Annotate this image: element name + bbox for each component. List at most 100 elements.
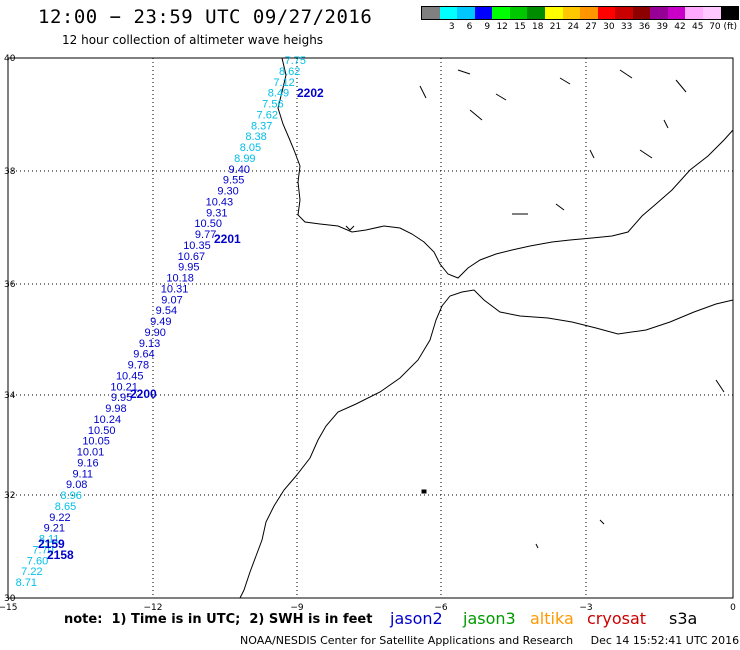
scale-label: 12 [496, 22, 508, 32]
scale-label: 45 [692, 22, 704, 32]
longitude-label: −3 [579, 603, 592, 613]
wave-height-value: 8.11 [39, 534, 60, 546]
latitude-label: 38 [4, 167, 16, 177]
wave-height-value: 9.78 [128, 360, 149, 372]
wave-height-value: 7.62 [257, 109, 278, 121]
wave-height-value: 9.98 [105, 403, 126, 415]
wave-height-color-scale [421, 6, 739, 20]
wave-height-value: 9.64 [133, 349, 154, 361]
satellite-legend-item: jason2 [390, 609, 443, 628]
wave-height-value: 7.12 [273, 77, 294, 89]
wave-height-value: 10.01 [77, 447, 105, 459]
wave-height-value: 9.31 [206, 207, 227, 219]
scale-swatch [474, 7, 493, 19]
wave-height-value: 7.60 [27, 555, 48, 567]
wave-height-value: 7.56 [262, 99, 283, 111]
scale-label: 9 [484, 22, 491, 32]
scale-swatch [703, 7, 721, 19]
wave-height-value: 9.90 [144, 327, 165, 339]
scale-swatch [580, 7, 598, 19]
wave-height-value: 9.95 [178, 262, 199, 274]
wave-height-value: 10.24 [94, 414, 122, 426]
wave-height-value: 10.45 [116, 370, 144, 382]
satellite-legend-item: altika [530, 609, 574, 628]
longitude-label: −15 [0, 603, 18, 613]
wave-height-value: 8.65 [55, 501, 76, 513]
wave-height-value: 9.95 [111, 392, 132, 404]
footer-note: note: 1) Time is in UTC; 2) SWH is in fe… [64, 612, 373, 627]
longitude-label: 0 [730, 603, 736, 613]
scale-swatch [509, 7, 528, 19]
scale-label: 21 [549, 22, 562, 32]
wave-height-value: 10.50 [194, 218, 222, 230]
color-scale-labels: 3 6 9 12 15 18 21 24 27 30 33 36 39 42 45 70 (ft) [421, 22, 739, 32]
wave-height-value: 10.05 [82, 436, 110, 448]
scale-swatch [422, 7, 440, 19]
longitude-label: −6 [434, 603, 448, 613]
scale-label: 27 [585, 22, 597, 32]
wave-height-value: 9.77 [195, 229, 216, 241]
satellite-legend-item: cryosat [587, 609, 647, 628]
time-label: 2159 [38, 537, 65, 551]
satellite-legend-item: jason3 [463, 609, 516, 628]
wave-height-value: 8.38 [245, 131, 266, 143]
wave-height-value: 9.22 [49, 512, 70, 524]
scale-label: 24 [567, 22, 580, 32]
scale-swatch [632, 7, 651, 19]
wave-height-value: 10.21 [110, 381, 138, 393]
scale-label: 70 (ft) [709, 22, 738, 32]
map-subtitle: 12 hour collection of altimeter wave hei… [62, 33, 324, 47]
time-label: 2202 [297, 86, 324, 100]
wave-height-value: 9.07 [161, 294, 182, 306]
wave-height-value: 9.08 [66, 479, 87, 491]
scale-swatch [527, 7, 545, 19]
wave-height-value: 9.30 [217, 186, 238, 198]
latitude-label: 34 [4, 391, 16, 401]
scale-swatch [650, 7, 668, 19]
scale-swatch [720, 7, 739, 19]
wave-height-value: 8.05 [240, 142, 261, 154]
wave-height-value: 10.43 [206, 196, 234, 208]
latitude-label: 32 [4, 491, 15, 501]
wave-height-value: 10.31 [161, 283, 189, 295]
wave-height-value: 8.62 [279, 66, 300, 78]
scale-label: 18 [532, 22, 544, 32]
scale-label: 42 [674, 22, 686, 32]
latitude-label: 40 [4, 54, 16, 64]
wave-height-value: 7.75 [285, 55, 306, 67]
scale-label: 33 [620, 22, 633, 32]
map-frame [7, 57, 734, 599]
longitude-label: −12 [144, 603, 163, 613]
time-label: 2201 [214, 232, 241, 246]
scale-swatch [685, 7, 703, 19]
time-label: 2200 [130, 387, 157, 401]
wave-height-value: 9.21 [44, 523, 65, 535]
scale-label: 39 [656, 22, 668, 32]
wave-height-value: 7.22 [21, 566, 42, 578]
time-label: 2158 [47, 548, 74, 562]
scale-swatch [597, 7, 616, 19]
scale-swatch [492, 7, 510, 19]
wave-height-value: 9.13 [139, 338, 160, 350]
wave-height-value: 9.55 [223, 175, 244, 187]
longitude-label: −9 [290, 603, 304, 613]
wave-height-value: 8.96 [60, 490, 81, 502]
wave-height-value: 9.40 [229, 164, 250, 176]
scale-swatch [439, 7, 458, 19]
map-grid [8, 58, 733, 598]
scale-swatch [544, 7, 563, 19]
wave-height-value: 8.71 [16, 577, 37, 589]
scale-swatch [667, 7, 686, 19]
wave-height-value: 9.16 [77, 457, 98, 469]
wave-height-value: 8.37 [251, 120, 272, 132]
wave-height-value: 9.49 [150, 316, 171, 328]
wave-height-value: 8.49 [268, 88, 289, 100]
wave-height-value: 10.35 [183, 240, 211, 252]
scale-label: 30 [603, 22, 615, 32]
satellite-legend-item: s3a [669, 609, 698, 628]
wave-height-value: 7.70 [32, 544, 53, 556]
scale-label: 36 [638, 22, 651, 32]
wave-height-value: 9.54 [156, 305, 177, 317]
wave-height-value: 9.11 [72, 468, 93, 480]
